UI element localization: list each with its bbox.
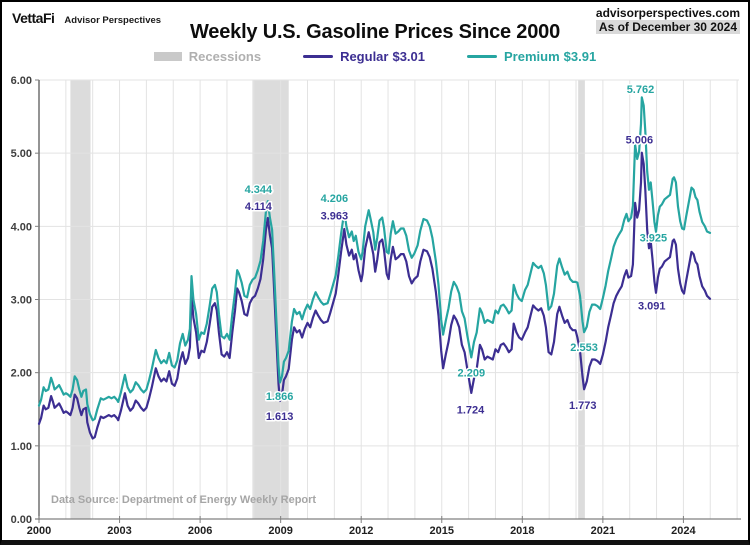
vettafi-logo: VettaFi <box>12 10 55 26</box>
x-tick-label: 2003 <box>107 525 131 537</box>
legend-label-premium: Premium $3.91 <box>504 49 597 64</box>
annotation-4.114: 4.114 <box>245 201 273 213</box>
x-tick-label: 2006 <box>188 525 212 537</box>
regular-price-line <box>37 151 712 440</box>
annotation-2.553: 2.553 <box>570 342 598 354</box>
annotation-1.724: 1.724 <box>457 404 485 416</box>
legend-label-recessions: Recessions <box>188 49 262 64</box>
annotation-1.613: 1.613 <box>266 411 294 423</box>
annotation-4.206: 4.206 <box>321 193 349 205</box>
annotation-5.006: 5.006 <box>626 134 654 146</box>
annotation-1.773: 1.773 <box>569 400 597 412</box>
annotation-3.925: 3.925 <box>640 232 668 244</box>
annotation-1.866: 1.866 <box>266 391 294 403</box>
y-tick-label: 0.00 <box>11 514 32 526</box>
annotation-3.091: 3.091 <box>638 300 666 312</box>
premium-price-line <box>37 96 712 422</box>
annotation-2.209: 2.209 <box>458 368 486 380</box>
x-tick-label: 2021 <box>591 525 615 537</box>
legend-item-premium: Premium $3.91 <box>467 49 596 64</box>
y-tick-label: 1.00 <box>11 441 32 453</box>
y-tick-label: 5.00 <box>11 148 32 160</box>
x-tick-label: 2018 <box>510 525 534 537</box>
advisor-perspectives-label: Advisor Perspectives <box>64 15 162 26</box>
legend-item-regular: Regular $3.01 <box>303 49 425 64</box>
regular-line-swatch <box>303 55 334 58</box>
regular-current-value: $3.01 <box>392 49 426 64</box>
annotation-5.762: 5.762 <box>627 84 655 96</box>
header-left: VettaFi Advisor Perspectives <box>12 10 161 26</box>
site-url: advisorperspectives.com <box>595 6 740 20</box>
premium-line-swatch <box>467 55 498 58</box>
as-of-date: As of December 30 2024 <box>595 20 740 34</box>
legend-label-regular: Regular $3.01 <box>340 49 426 64</box>
annotation-4.344: 4.344 <box>245 184 273 196</box>
premium-current-value: $3.91 <box>563 49 597 64</box>
x-tick-label: 2012 <box>349 525 373 537</box>
x-tick-label: 2000 <box>27 525 51 537</box>
x-tick-label: 2009 <box>268 525 292 537</box>
annotation-3.963: 3.963 <box>321 210 349 222</box>
header-right: advisorperspectives.com As of December 3… <box>595 6 740 34</box>
chart-legend: Recessions Regular $3.01 Premium $3.91 <box>2 49 748 64</box>
y-tick-label: 2.00 <box>11 368 32 380</box>
page-title: Weekly U.S. Gasoline Prices Since 2000 <box>189 21 561 43</box>
x-tick-label: 2024 <box>671 525 696 537</box>
data-source-note: Data Source: Department of Energy Weekly… <box>51 494 317 506</box>
legend-item-recessions: Recessions <box>153 49 262 64</box>
recession-swatch <box>153 52 182 61</box>
y-tick-label: 3.00 <box>11 295 32 307</box>
y-tick-label: 6.00 <box>11 75 32 87</box>
x-tick-label: 2015 <box>430 525 454 537</box>
y-tick-label: 4.00 <box>11 221 32 233</box>
